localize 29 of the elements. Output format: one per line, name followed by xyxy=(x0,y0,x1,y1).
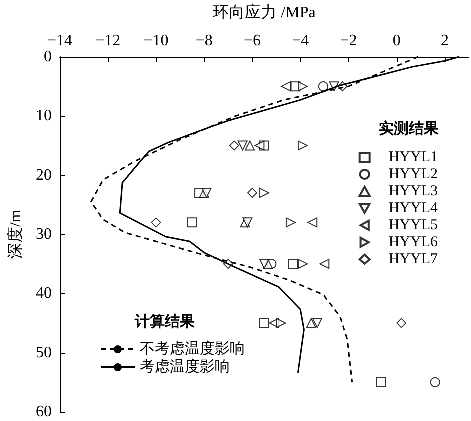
legend-label: 不考虑温度影响 xyxy=(140,340,245,358)
legend-title: 实测结果 xyxy=(379,120,440,138)
annotation: 计算结果 xyxy=(134,314,196,330)
y-tick-label: 30 xyxy=(36,226,52,243)
legend-label: HYYL2 xyxy=(388,166,438,182)
x-tick-label: −4 xyxy=(292,32,310,50)
x-axis-title: 环向应力 /MPa xyxy=(213,4,316,22)
legend-label: HYYL4 xyxy=(388,200,438,216)
y-tick-label: 0 xyxy=(44,48,52,66)
legend-label: HYYL3 xyxy=(388,184,438,200)
x-tick-label: 0 xyxy=(392,32,401,50)
y-tick-label: 50 xyxy=(36,344,52,362)
legend-label: HYYL7 xyxy=(388,252,438,268)
legend-label: HYYL5 xyxy=(388,218,438,234)
x-tick-label: −12 xyxy=(96,32,121,50)
x-tick-label: 2 xyxy=(440,32,449,50)
x-tick-label: −8 xyxy=(196,32,213,50)
x-tick-label: −14 xyxy=(47,32,73,50)
x-tick-label: −2 xyxy=(340,32,358,50)
legend-label: HYYL6 xyxy=(388,234,438,250)
legend-label: 考虑温度影响 xyxy=(140,358,230,376)
y-tick-label: 20 xyxy=(36,166,52,184)
y-tick-label: 10 xyxy=(36,108,52,125)
y-axis-title: 深度/m xyxy=(6,210,24,259)
y-tick-label: 60 xyxy=(36,404,52,420)
y-tick-label: 40 xyxy=(36,285,52,302)
x-tick-label: −6 xyxy=(244,32,261,50)
legend-label: HYYL1 xyxy=(388,150,438,166)
x-tick-label: −10 xyxy=(144,32,169,50)
